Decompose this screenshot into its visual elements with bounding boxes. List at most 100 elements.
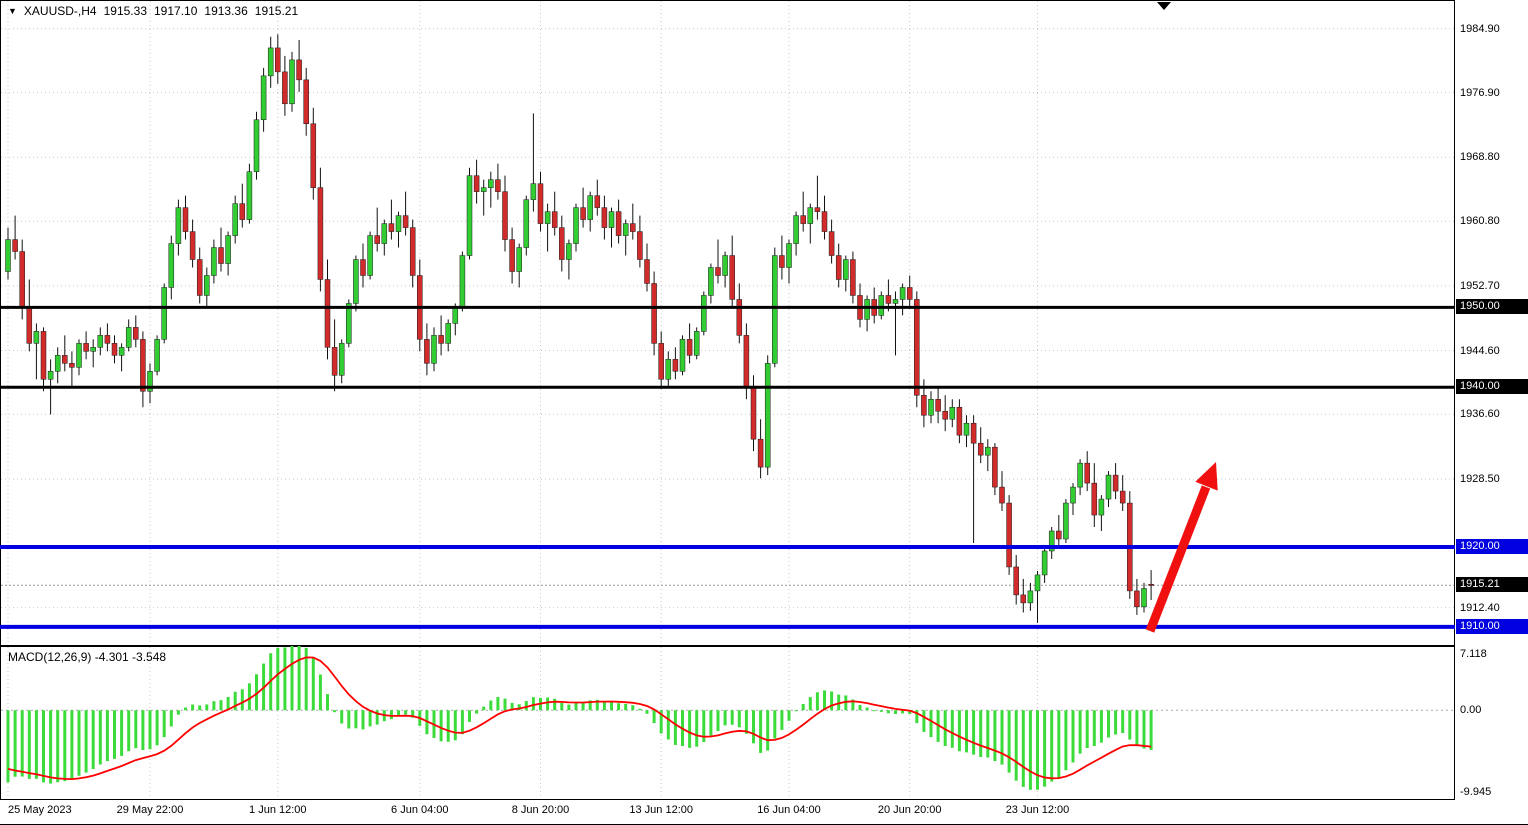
- candle-bear: [218, 247, 224, 264]
- main-panel-border: [0, 0, 1455, 646]
- candle-bull: [338, 343, 345, 376]
- chart-header: ▼ XAUUSD-,H4 1915.33 1917.10 1913.36 191…: [8, 4, 298, 18]
- macd-histogram-bar: [901, 710, 905, 714]
- macd-histogram-bar: [453, 710, 457, 741]
- symbol-collapse-icon[interactable]: ▼: [8, 6, 17, 16]
- macd-histogram-bar: [475, 710, 479, 714]
- candle-bear: [409, 227, 416, 276]
- macd-panel-border: [0, 646, 1455, 800]
- macd-histogram-bar: [347, 710, 351, 729]
- macd-histogram-bar: [233, 691, 237, 711]
- candle-bear: [942, 410, 948, 420]
- macd-indicator-panel[interactable]: [0, 646, 1455, 800]
- macd-histogram-bar: [460, 710, 464, 735]
- candle-bull: [353, 259, 359, 304]
- price-tag-label: 1915.21: [1456, 577, 1528, 593]
- candle-bull: [793, 215, 799, 244]
- macd-histogram-bar: [723, 710, 727, 726]
- candle-bear: [1119, 490, 1126, 504]
- macd-histogram-bar: [446, 710, 450, 742]
- macd-histogram-bar: [1092, 710, 1096, 747]
- candle-bull: [949, 406, 956, 420]
- macd-histogram-bar: [531, 697, 535, 711]
- candle-bull: [147, 371, 153, 392]
- macd-histogram-bar: [468, 710, 471, 722]
- macd-histogram-bar: [915, 710, 919, 724]
- macd-histogram-bar: [120, 710, 124, 756]
- macd-histogram-bar: [645, 710, 649, 714]
- candle-bear: [296, 59, 302, 81]
- macd-tick-label: -9.945: [1460, 786, 1492, 798]
- candle-bear: [715, 267, 721, 276]
- macd-histogram-bar: [546, 697, 550, 711]
- candle-bear: [1013, 566, 1019, 596]
- candle-bear: [800, 215, 806, 224]
- macd-histogram-bar: [375, 710, 379, 725]
- macd-histogram-bar: [957, 710, 961, 752]
- trend-arrow-head[interactable]: [1195, 462, 1218, 491]
- candle-bear: [189, 231, 196, 260]
- candle-bear: [814, 207, 821, 212]
- candle-bull: [516, 247, 522, 272]
- time-axis-label: 16 Jun 04:00: [757, 804, 821, 816]
- candle-bull: [1141, 588, 1147, 608]
- candle-bear: [672, 359, 679, 372]
- macd-histogram-bar: [965, 710, 968, 753]
- macd-histogram-bar: [581, 702, 585, 711]
- macd-histogram-bar: [134, 710, 138, 749]
- macd-histogram-bar: [34, 710, 38, 779]
- macd-histogram-bar: [304, 647, 308, 711]
- candle-bull: [963, 422, 970, 436]
- macd-histogram-bar: [198, 705, 202, 711]
- candle-bear: [282, 71, 288, 105]
- macd-histogram-bar: [929, 710, 933, 738]
- candle-bull: [267, 47, 274, 77]
- macd-histogram-bar: [311, 657, 315, 711]
- candle-bear: [438, 335, 444, 344]
- candle-bull: [523, 199, 530, 248]
- candle-bull: [665, 359, 672, 380]
- macd-histogram-bar: [702, 710, 706, 743]
- price-tick-label: 1928.50: [1460, 473, 1500, 486]
- candle-bull: [431, 335, 437, 364]
- chart-shift-marker-icon[interactable]: [1157, 2, 1171, 10]
- macd-histogram-bar: [56, 710, 60, 783]
- candle-bear: [885, 295, 892, 304]
- candle-bear: [615, 211, 622, 236]
- candle-bull: [587, 195, 593, 220]
- candle-bear: [473, 175, 480, 192]
- candle-bull: [175, 207, 182, 244]
- candle-bear: [970, 422, 977, 444]
- candle-bull: [608, 211, 615, 228]
- candle-bear: [835, 255, 842, 280]
- macd-histogram-bar: [837, 694, 841, 711]
- candle-bull: [5, 239, 11, 272]
- candle-bear: [388, 223, 395, 232]
- price-tag-label: 1950.00: [1456, 299, 1528, 315]
- price-chart-panel[interactable]: [0, 0, 1455, 646]
- candle-bear: [317, 187, 324, 280]
- macd-histogram-bar: [148, 710, 152, 750]
- price-tag-label: 1910.00: [1456, 618, 1528, 634]
- macd-histogram-bar: [503, 698, 507, 711]
- candle-bear: [594, 195, 601, 208]
- candle-bear: [104, 335, 111, 344]
- macd-histogram-bar: [20, 710, 24, 777]
- trend-arrow[interactable]: [1145, 485, 1211, 633]
- macd-histogram-bar: [808, 697, 812, 711]
- macd-histogram-bar: [794, 710, 798, 712]
- macd-histogram-bar: [830, 691, 834, 711]
- candle-bull: [346, 303, 352, 344]
- candle-bear: [1020, 594, 1027, 604]
- time-axis[interactable]: 25 May 2023 29 May 22:00 1 Jun 12:00 6 Jun …: [0, 800, 1455, 824]
- macd-histogram-bar: [922, 710, 926, 732]
- candle-bull: [76, 343, 82, 368]
- candle-bear: [630, 223, 636, 232]
- macd-histogram-bar: [610, 701, 613, 711]
- macd-histogram-bar: [191, 704, 195, 711]
- macd-histogram-bar: [602, 701, 606, 711]
- macd-histogram-bar: [63, 710, 67, 782]
- price-axis[interactable]: 1984.90 1976.90 1968.80 1960.80 1952.70 1944.…: [1455, 0, 1528, 800]
- macd-histogram-bar: [84, 710, 88, 773]
- candle-bear: [956, 406, 963, 436]
